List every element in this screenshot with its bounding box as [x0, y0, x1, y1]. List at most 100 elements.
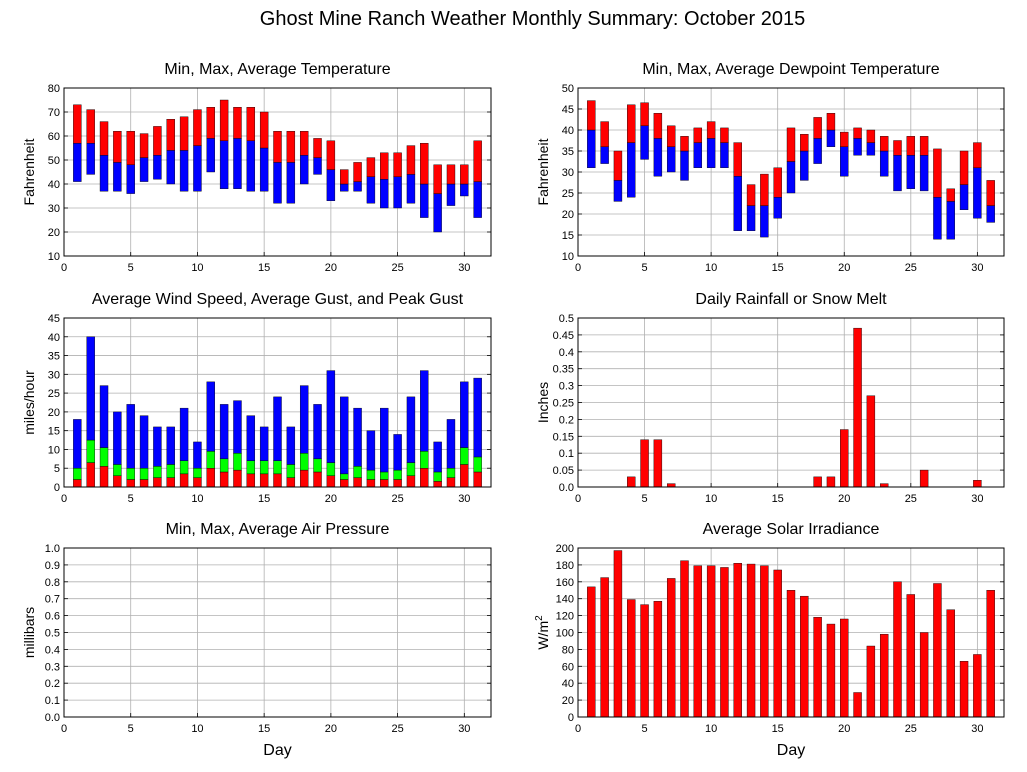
- tick-label-y: 120: [556, 611, 574, 623]
- bar-value: [973, 654, 982, 718]
- axis-label-y: millibars: [21, 607, 37, 658]
- bar-avg-gust: [139, 468, 149, 480]
- bar-avg-wind: [460, 464, 469, 488]
- tick-label-y: 0.9: [45, 560, 60, 572]
- tick-label-y: 0.2: [45, 678, 60, 690]
- bar-avg-wind: [473, 471, 482, 488]
- tick-label-x: 5: [128, 723, 134, 735]
- bar-avg-gust: [86, 439, 95, 463]
- bar-avg-max: [973, 142, 982, 169]
- tick-label-y: 140: [556, 594, 574, 606]
- chart-6: 0 20 40 60 80 100 120 140 160 180 200 0 5 10 15 20 25 30 A…: [534, 521, 1005, 759]
- bar-avg-max: [353, 162, 362, 182]
- bar-min-avg: [826, 129, 836, 147]
- tick-label-x: 30: [458, 262, 470, 274]
- tick-label-x: 0: [61, 723, 67, 735]
- bar-min-avg: [720, 142, 729, 169]
- bar-min-avg: [800, 150, 809, 181]
- tick-label-x: 25: [905, 262, 917, 274]
- bar-avg-wind: [233, 469, 242, 488]
- bar-value: [853, 692, 862, 718]
- bar-value: [613, 550, 623, 718]
- tick-label-y: 15: [562, 230, 574, 242]
- tick-label-x: 15: [258, 493, 270, 505]
- tick-label-y: 0.3: [559, 381, 574, 393]
- bar-min-avg: [286, 162, 296, 204]
- tick-label-x: 20: [325, 262, 337, 274]
- bar-avg-max: [693, 127, 703, 143]
- bar-avg-gust: [126, 468, 135, 480]
- bar-value: [627, 599, 636, 718]
- bar-avg-max: [393, 152, 402, 178]
- bar-avg-wind: [126, 479, 135, 488]
- bar-avg-gust: [393, 469, 402, 480]
- bar-min-avg: [933, 196, 942, 240]
- bar-peak-gust: [286, 426, 296, 465]
- bar-avg-wind: [420, 468, 429, 488]
- tick-label-x: 15: [772, 493, 784, 505]
- axis-label-y-text: W/m: [535, 621, 551, 650]
- tick-label-y: 180: [556, 560, 574, 572]
- bar-peak-gust: [153, 426, 162, 467]
- bar-peak-gust: [353, 407, 362, 467]
- tick-label-x: 25: [905, 723, 917, 735]
- bar-avg-gust: [153, 466, 162, 478]
- bar-min-avg: [986, 205, 995, 223]
- bar-min-avg: [139, 157, 149, 182]
- bar-min-avg: [866, 142, 876, 156]
- tick-label-y: 0.4: [559, 347, 574, 359]
- bar-avg-wind: [340, 479, 349, 488]
- bar-value: [813, 617, 822, 718]
- bar-peak-gust: [420, 370, 429, 452]
- chart-1: 10 20 30 40 50 60 70 80 0 5 10 15 20 25 30 Min, Max, Av…: [21, 61, 492, 274]
- tick-label-x: 5: [642, 723, 648, 735]
- bar-peak-gust: [446, 419, 456, 469]
- tick-label-x: 15: [772, 262, 784, 274]
- bar-peak-gust: [299, 385, 309, 454]
- bar-value: [653, 601, 663, 718]
- bar-min-avg: [906, 154, 916, 189]
- bar-avg-gust: [313, 458, 322, 473]
- bar-avg-gust: [179, 460, 189, 475]
- bar-peak-gust: [433, 441, 442, 473]
- tick-label-y: 0.0: [45, 712, 60, 724]
- bar-peak-gust: [273, 396, 282, 461]
- bar-avg-max: [893, 140, 902, 156]
- bar-avg-max: [706, 121, 716, 139]
- bar-value: [840, 429, 849, 488]
- bar-avg-max: [139, 133, 149, 158]
- bar-avg-max: [233, 106, 242, 139]
- bar-min-avg: [666, 146, 676, 173]
- bar-value: [826, 623, 836, 718]
- axis-label-y-text: millibars: [21, 607, 37, 658]
- bar-avg-wind: [446, 477, 456, 488]
- bar-peak-gust: [473, 377, 482, 458]
- bar-peak-gust: [139, 415, 149, 469]
- bar-avg-max: [666, 125, 676, 148]
- bar-min-avg: [446, 183, 456, 206]
- bar-avg-max: [746, 184, 756, 206]
- bar-avg-gust: [219, 458, 229, 473]
- bar-value: [973, 480, 982, 488]
- bar-avg-max: [246, 106, 256, 141]
- bar-value: [893, 581, 902, 718]
- bar-avg-max: [286, 130, 296, 163]
- tick-label-y: 80: [48, 83, 60, 95]
- tick-label-x: 20: [838, 262, 850, 274]
- tick-label-y: 0.45: [553, 330, 574, 342]
- tick-label-y: 20: [48, 407, 60, 419]
- tick-label-y: 50: [48, 155, 60, 167]
- bar-value: [879, 483, 889, 488]
- tick-label-x: 0: [61, 493, 67, 505]
- bar-value: [706, 565, 716, 718]
- bar-peak-gust: [233, 400, 242, 454]
- axis-label-y-superscript: 2: [534, 615, 545, 621]
- bar-avg-max: [206, 106, 215, 139]
- bar-peak-gust: [393, 434, 402, 471]
- bar-avg-wind: [273, 473, 282, 488]
- bar-avg-wind: [326, 475, 336, 488]
- bar-value: [693, 565, 703, 718]
- tick-label-x: 30: [971, 262, 983, 274]
- bar-avg-max: [786, 127, 796, 162]
